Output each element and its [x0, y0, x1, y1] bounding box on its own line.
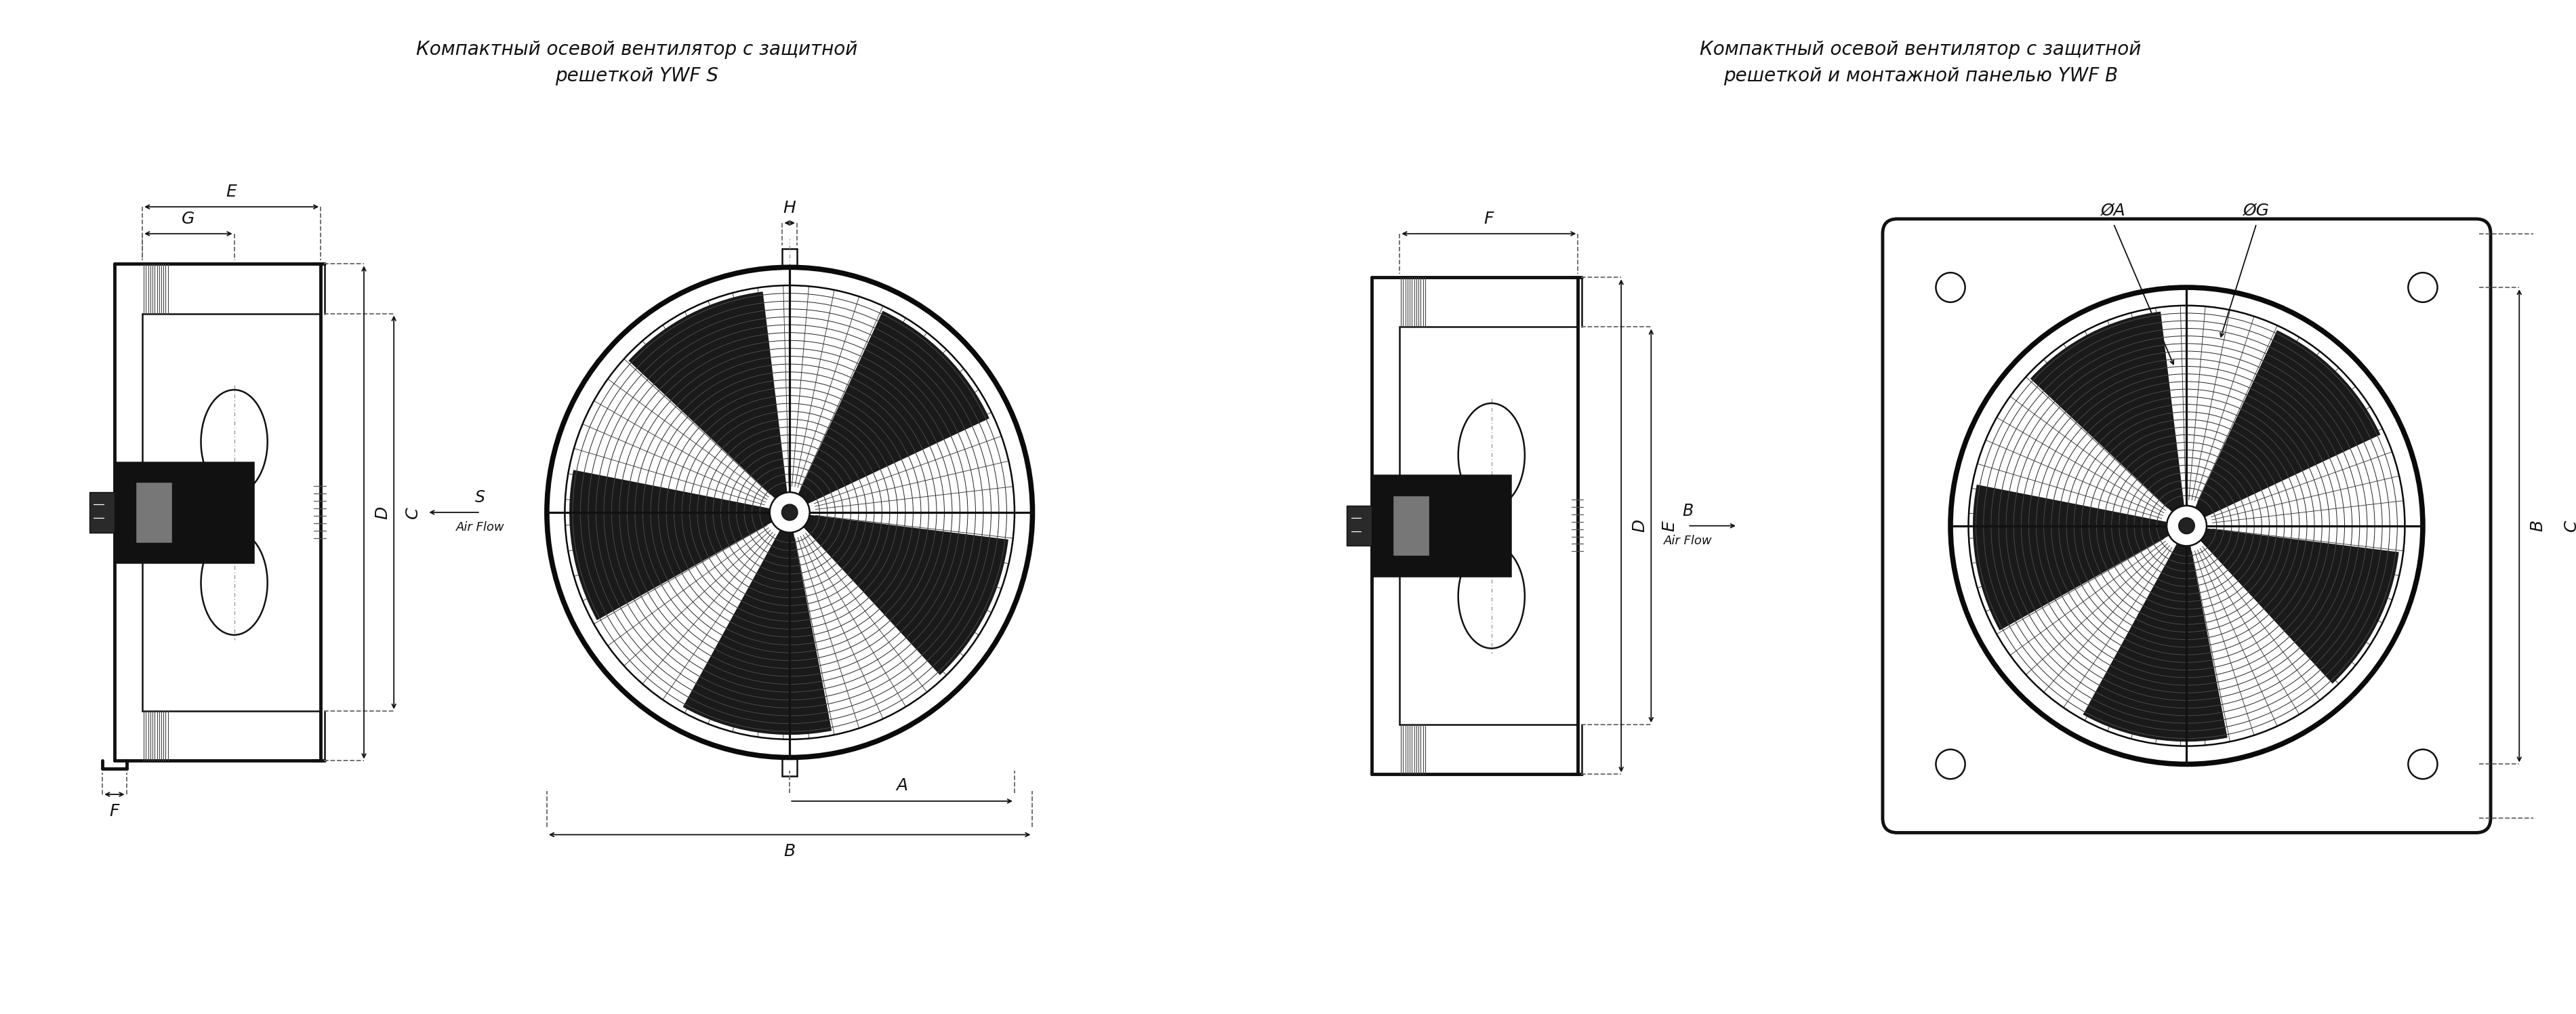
Text: G: G [183, 211, 196, 227]
Circle shape [781, 504, 799, 520]
Text: D: D [374, 506, 392, 519]
Text: F: F [111, 803, 118, 819]
Wedge shape [2030, 311, 2187, 526]
Wedge shape [2084, 526, 2228, 741]
Text: E: E [227, 184, 237, 200]
Circle shape [2166, 506, 2208, 546]
Wedge shape [791, 512, 1007, 675]
Text: Компактный осевой вентилятор с защитной
решеткой YWF S: Компактный осевой вентилятор с защитной … [415, 40, 858, 85]
Text: B: B [1682, 503, 1692, 519]
Text: D: D [1631, 519, 1649, 532]
Bar [137, 482, 173, 542]
Circle shape [770, 492, 809, 532]
Text: S: S [474, 490, 484, 506]
Text: ØG: ØG [2244, 202, 2269, 218]
Wedge shape [2187, 331, 2380, 526]
Text: E: E [1662, 520, 1677, 531]
Text: Компактный осевой вентилятор с защитной
решеткой и монтажной панелью YWF B: Компактный осевой вентилятор с защитной … [1700, 40, 2141, 85]
Wedge shape [1973, 485, 2187, 631]
Bar [113, 462, 252, 563]
Text: C: C [2563, 520, 2576, 531]
Wedge shape [791, 310, 989, 512]
FancyBboxPatch shape [1883, 219, 2491, 832]
Text: C: C [404, 506, 420, 518]
Bar [1373, 476, 1512, 576]
Wedge shape [683, 512, 832, 735]
Text: A: A [896, 778, 907, 794]
Bar [90, 492, 113, 532]
Wedge shape [569, 469, 791, 621]
Text: H: H [783, 200, 796, 216]
Text: B: B [783, 844, 796, 860]
Bar [1347, 506, 1373, 546]
Text: F: F [1484, 211, 1494, 227]
Text: Air Flow: Air Flow [456, 521, 505, 533]
Wedge shape [2187, 526, 2398, 683]
Wedge shape [629, 292, 791, 512]
Text: Air Flow: Air Flow [1664, 534, 1713, 547]
Text: ØA: ØA [2102, 202, 2125, 218]
Bar [1394, 496, 1430, 556]
Text: B: B [2530, 520, 2545, 531]
Circle shape [2179, 518, 2195, 533]
